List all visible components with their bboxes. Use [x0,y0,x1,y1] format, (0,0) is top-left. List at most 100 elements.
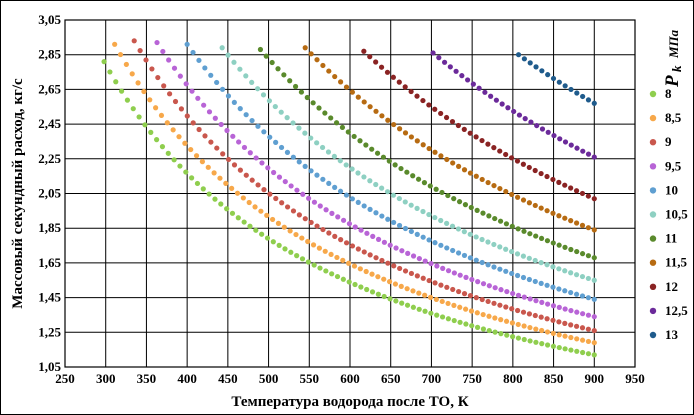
series-point [573,272,580,278]
series-point [457,319,463,325]
series-point [405,250,411,256]
series-point [343,192,350,198]
series-point [585,275,591,282]
series-point [568,307,574,314]
series-point [585,295,591,301]
series-point [358,284,364,290]
y-tick-label: 1,65 [38,255,61,270]
series-point [158,112,165,119]
series-point [532,167,538,174]
series-point [539,126,546,132]
series-point [367,104,373,110]
series-point [528,119,534,125]
series-point [556,179,562,185]
series-point [319,144,326,151]
series-point [580,349,586,356]
series-point [379,257,385,264]
series-point [316,105,322,111]
series-point [349,89,356,95]
legend-marker [649,211,657,218]
legend-label: 10,5 [665,207,688,222]
series-point [299,256,306,262]
legend-label: 11,5 [665,255,688,270]
series-point [391,263,397,269]
series-point [200,186,206,192]
series-point [562,139,569,145]
series-point [261,129,267,135]
x-tick-labels: 250 300 350 400 450 500 550 600 650 700 750 800 850 9… [55,371,645,386]
series-point [486,313,492,319]
series-point [579,222,586,228]
series-point [255,182,261,188]
series-point [533,64,539,70]
series-point [440,265,446,271]
x-tick-label: 250 [55,371,75,386]
series-point [450,247,456,254]
y-tick-label: 1,25 [38,324,61,339]
series-point [323,207,329,213]
series-point [432,280,438,286]
series-point [544,238,551,244]
legend: Pk МПа 8 8,5 9 9,5 10 10,5 11 11,5 12 12,5 13 [649,29,688,342]
legend-item: 10,5 [649,207,688,222]
series-point [441,59,448,65]
series-point [136,114,142,120]
series-point [171,65,178,71]
series-point [545,72,551,78]
series-point [520,197,527,203]
series-point [521,336,527,343]
series-point [339,124,346,131]
series-point [509,270,515,277]
series-point [373,210,379,216]
series-point [428,260,434,267]
series-point [568,334,574,341]
series-point [574,145,580,151]
series-point [533,339,539,345]
series-point [183,81,189,87]
series-point [491,300,497,306]
grid [64,19,636,368]
series-point [480,210,486,216]
series-point [117,51,124,58]
series-point [451,317,457,324]
series-point [480,281,487,287]
legend-label: 8,5 [665,110,682,125]
series-point [470,81,476,87]
series-point [370,233,376,239]
x-tick-label: 500 [259,371,279,386]
series-point [402,84,408,90]
series-point [393,245,399,251]
series-point [485,141,491,147]
series-point [463,274,469,280]
series-point [328,115,334,121]
series-point [384,189,391,195]
series-point [271,169,277,176]
series-point [253,155,259,161]
legend-item: 12,5 [649,303,688,318]
series-point [505,105,511,111]
series-point [402,130,409,136]
series-point [479,176,485,183]
series-point [229,210,236,216]
series-point [225,156,232,163]
series-point [414,138,420,144]
series-point [264,235,271,241]
series-point [532,312,538,319]
series-point [438,217,444,224]
series-point [568,218,574,224]
series-point [414,205,420,211]
series-point [147,97,153,103]
series-point [521,228,527,234]
series-point [532,202,538,209]
series-point [416,290,422,296]
series-point [279,200,285,206]
series-point [421,180,428,186]
series-point [304,94,310,101]
series-point [426,237,432,243]
series-point [361,99,367,105]
x-tick-label: 300 [96,371,116,386]
series-point [343,84,350,90]
series-point [243,73,249,79]
series-point [243,172,249,178]
series-point [509,191,515,198]
